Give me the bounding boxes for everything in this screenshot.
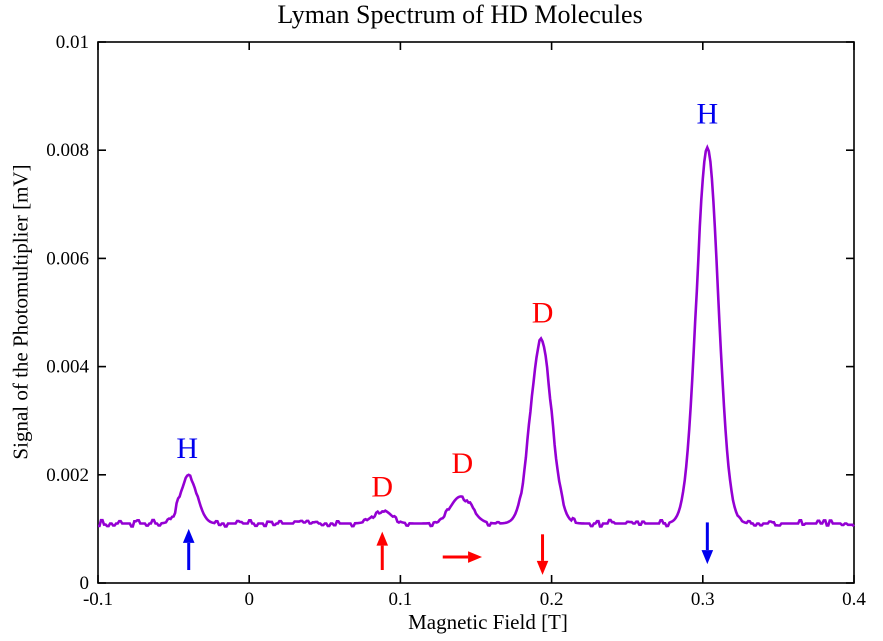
y-axis-label: Signal of the Photomultiplier [mV] — [8, 164, 33, 460]
x-tick-label: 0.2 — [540, 589, 564, 610]
peak-label-d-3: D — [532, 297, 554, 330]
arrow-up-head-1 — [376, 531, 389, 546]
x-tick-label: 0 — [244, 589, 254, 610]
x-tick-label: 0.3 — [691, 589, 715, 610]
y-tick-label: 0.008 — [46, 140, 89, 161]
arrow-down-head-3 — [536, 560, 549, 575]
peak-label-d-2: D — [452, 447, 474, 480]
spectrum-curve — [98, 144, 855, 528]
arrow-up-head-0 — [182, 528, 195, 543]
y-tick-label: 0.002 — [46, 465, 89, 486]
arrow-right-head-2 — [468, 551, 483, 563]
arrow-down-head-4 — [701, 550, 714, 565]
y-tick-label: 0.006 — [46, 248, 89, 269]
peak-label-d-1: D — [371, 471, 393, 504]
x-tick-label: 0.1 — [389, 589, 413, 610]
peak-label-h-0: H — [176, 432, 198, 465]
y-tick-label: 0.004 — [46, 357, 89, 378]
x-tick-label: -0.1 — [83, 589, 113, 610]
plot-frame — [97, 41, 855, 584]
x-tick-label: 0.4 — [842, 589, 866, 610]
chart-title: Lyman Spectrum of HD Molecules — [277, 0, 643, 29]
peak-label-h-4: H — [697, 97, 719, 130]
x-axis-label: Magnetic Field [T] — [408, 610, 568, 634]
y-tick-label: 0.01 — [56, 32, 89, 53]
y-tick-label: 0 — [80, 573, 90, 594]
